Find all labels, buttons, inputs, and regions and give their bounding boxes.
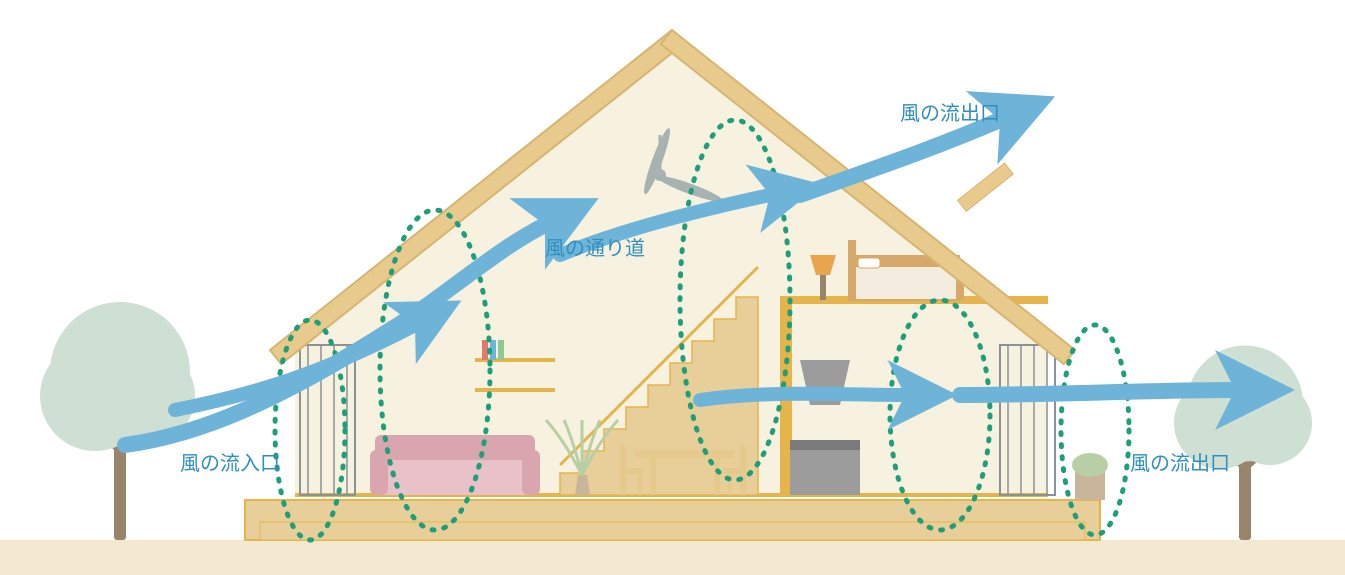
airflow-arrow-5: [960, 390, 1235, 395]
airflow-arrow-4: [700, 394, 905, 400]
tree-1: [1174, 346, 1312, 541]
label-inlet: 風の流入口: [180, 452, 280, 475]
skylight: [958, 163, 1014, 211]
label-outlet_right: 風の流出口: [1130, 452, 1230, 475]
ground: [0, 540, 1345, 575]
tree-0: [40, 302, 195, 540]
label-path: 風の通り道: [545, 237, 645, 260]
label-outlet_top: 風の流出口: [900, 102, 1000, 125]
